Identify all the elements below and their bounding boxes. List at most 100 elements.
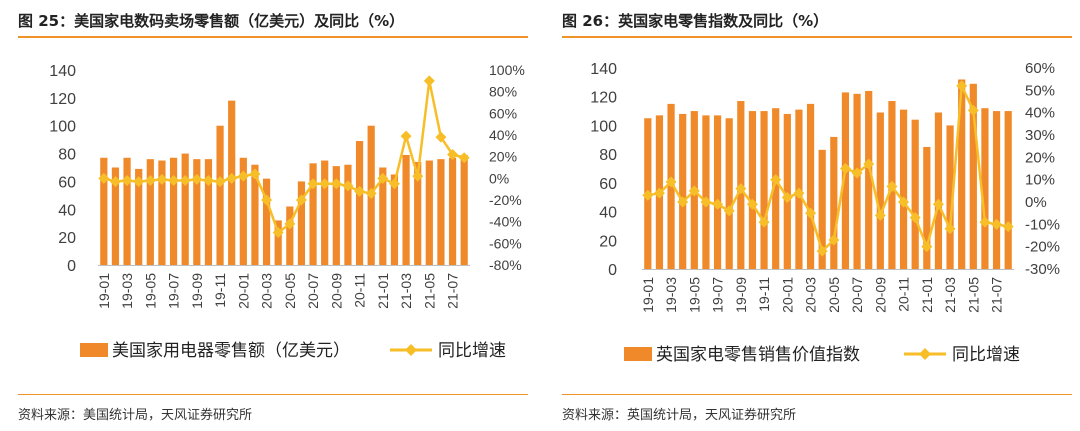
right-axis-tick: 60%	[489, 105, 517, 121]
bar	[772, 108, 780, 269]
right-axis-tick: 0%	[489, 170, 509, 186]
right-axis-tick: 20%	[489, 149, 517, 165]
x-axis-tick-label: 21-05	[965, 277, 981, 313]
yoy-point	[458, 152, 470, 164]
bar	[169, 157, 178, 265]
yoy-point	[700, 196, 712, 208]
yoy-point	[758, 216, 770, 228]
yoy-point	[921, 241, 933, 253]
yoy-point	[377, 172, 389, 184]
yoy-point	[388, 178, 400, 190]
yoy-point	[272, 227, 284, 238]
bar	[344, 164, 352, 265]
bar	[286, 206, 294, 265]
legend-bar-label: 英国家电零售销售价值指数	[656, 345, 860, 365]
right-axis-tick: -40%	[489, 214, 522, 230]
right-axis-tick: 20%	[1025, 149, 1055, 166]
bar	[981, 108, 989, 269]
bar	[390, 174, 399, 265]
yoy-point	[909, 212, 921, 224]
yoy-point	[179, 175, 191, 186]
x-axis-tick-label: 21-03	[942, 277, 958, 313]
right-axis-tick: 80%	[489, 84, 517, 100]
right-title-rule	[562, 36, 1072, 38]
bar	[923, 146, 931, 269]
bar	[865, 90, 873, 269]
right-axis-tick: 0%	[1025, 194, 1047, 211]
right-axis-tick: 40%	[1025, 105, 1055, 122]
yoy-point	[653, 187, 665, 199]
left-axis-tick: 60	[599, 176, 617, 193]
right-axis-tick: 30%	[1025, 127, 1055, 144]
bar	[679, 113, 687, 269]
right-axis-tick: -20%	[1025, 239, 1060, 256]
bar	[992, 111, 1001, 269]
bar	[748, 111, 757, 269]
bar	[414, 161, 422, 265]
yoy-point	[319, 178, 331, 190]
yoy-point	[423, 75, 435, 87]
yoy-point	[168, 175, 180, 186]
bar	[702, 115, 710, 269]
x-axis-tick-label: 20-03	[803, 277, 819, 313]
left-axis-tick: 20	[599, 233, 617, 250]
right-axis-tick: -10%	[1025, 216, 1060, 233]
yoy-point	[330, 178, 342, 190]
bar	[216, 125, 224, 265]
yoy-point	[226, 172, 238, 184]
bar	[193, 159, 201, 265]
left-axis-tick: 0	[608, 262, 617, 279]
yoy-point	[723, 205, 735, 217]
yoy-point	[932, 198, 944, 210]
yoy-point	[793, 187, 805, 199]
yoy-point	[805, 207, 817, 219]
bar	[899, 109, 908, 269]
bar	[425, 160, 433, 265]
bar	[146, 159, 154, 265]
x-axis-tick-label: 20-07	[849, 277, 865, 313]
bar	[239, 157, 247, 265]
yoy-point	[133, 176, 145, 188]
bar	[158, 160, 166, 265]
yoy-point	[746, 198, 758, 210]
bar	[321, 160, 329, 265]
yoy-point	[412, 170, 424, 182]
bar	[251, 164, 259, 265]
left-axis-tick: 80	[599, 147, 617, 164]
left-axis-tick: 40	[58, 202, 76, 219]
left-axis-tick: 140	[590, 61, 617, 78]
x-axis-tick-label: 19-09	[733, 277, 749, 313]
x-axis-tick-label: 21-03	[398, 273, 414, 309]
x-axis-tick-label: 19-05	[142, 273, 158, 309]
yoy-point	[1002, 221, 1014, 233]
right-source-note: 资料来源：英国统计局，天风证券研究所	[562, 408, 797, 423]
right-axis-tick: 100%	[489, 62, 525, 78]
left-axis-tick: 100	[49, 119, 76, 136]
legend-line-label: 同比增速	[438, 341, 506, 361]
yoy-point	[956, 80, 968, 92]
left-axis-tick: 120	[49, 91, 76, 108]
legend-line-marker	[919, 348, 931, 360]
yoy-point	[400, 130, 412, 142]
yoy-point	[991, 218, 1003, 230]
x-axis-tick-label: 21-07	[989, 277, 1005, 313]
bar	[713, 115, 722, 269]
left-axis-tick: 40	[599, 205, 617, 222]
right-axis-tick: -30%	[1025, 261, 1060, 278]
yoy-point	[781, 192, 793, 204]
yoy-point	[898, 196, 910, 208]
x-axis-tick-label: 20-01	[779, 277, 795, 313]
yoy-point	[642, 189, 654, 201]
bar	[123, 157, 131, 265]
bar	[460, 154, 468, 265]
yoy-growth-line	[647, 84, 1009, 253]
left-axis-tick: 140	[49, 63, 76, 80]
yoy-point	[284, 218, 296, 230]
bar	[725, 118, 733, 269]
bar	[100, 157, 108, 265]
yoy-point	[770, 174, 782, 186]
bar	[111, 167, 120, 265]
left-title-rule	[18, 36, 528, 38]
yoy-point	[886, 180, 898, 192]
left-chart-title: 图 25：美国家电数码卖场零售额（亿美元）及同比（%）	[18, 12, 405, 30]
